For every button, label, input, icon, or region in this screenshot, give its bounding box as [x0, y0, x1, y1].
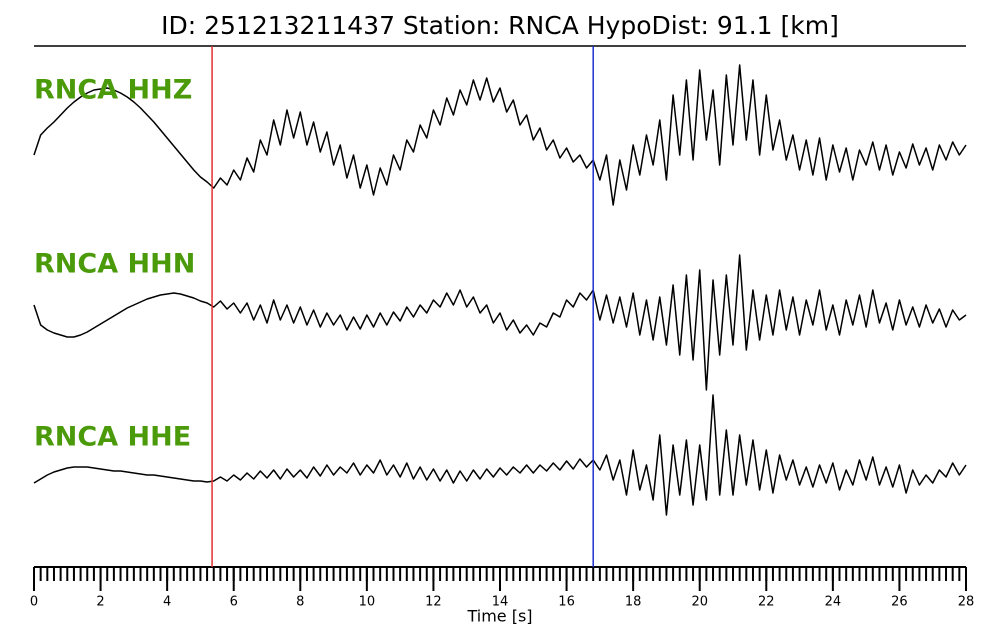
x-tick-label: 28 — [958, 595, 975, 610]
x-tick-label: 8 — [296, 595, 304, 610]
trace-label: RNCA HHN — [34, 249, 195, 280]
x-tick-label: 24 — [825, 595, 842, 610]
x-tick-label: 2 — [96, 595, 104, 610]
x-tick-label: 16 — [558, 595, 575, 610]
x-tick-label: 20 — [691, 595, 708, 610]
x-axis-label: Time [s] — [466, 607, 532, 626]
trace-label: RNCA HHE — [34, 422, 191, 453]
x-tick-label: 22 — [758, 595, 775, 610]
trace — [33, 394, 967, 516]
x-tick-label: 18 — [625, 595, 642, 610]
x-tick-label: 6 — [230, 595, 238, 610]
x-tick-label: 0 — [30, 595, 38, 610]
x-tick-label: 10 — [359, 595, 376, 610]
chart-title: ID: 251213211437 Station: RNCA HypoDist:… — [161, 11, 839, 40]
x-tick-label: 4 — [163, 595, 171, 610]
x-tick-label: 14 — [492, 595, 509, 610]
trace — [33, 64, 967, 206]
trace — [33, 254, 967, 391]
x-tick-label: 26 — [891, 595, 908, 610]
x-tick-label: 12 — [425, 595, 442, 610]
trace-label: RNCA HHZ — [34, 75, 192, 106]
